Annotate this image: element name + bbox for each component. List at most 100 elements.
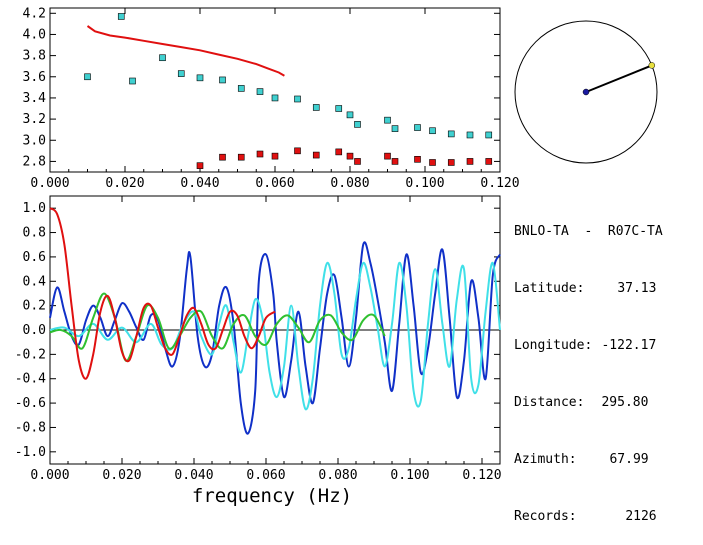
bottom-y-tick-label: 0.0 xyxy=(23,323,46,338)
red-square-point xyxy=(384,152,391,160)
bottom-x-tick-label: 0.100 xyxy=(390,468,429,483)
longitude-row: Longitude: -122.17 xyxy=(514,336,663,355)
red-square-point xyxy=(391,158,399,165)
red-square-point xyxy=(414,156,421,163)
top-x-tick-label: 0.100 xyxy=(405,176,444,191)
red-square-point xyxy=(312,151,320,159)
red-square-point xyxy=(335,148,343,156)
top-x-tick-label: 0.060 xyxy=(255,176,294,191)
red-square-point xyxy=(271,152,279,160)
correlation-panel: 0.000 0.020 0.040 0.060 0.080 0.100 0.120 1.0 0.… xyxy=(15,195,502,507)
distance-label: Distance: xyxy=(514,395,585,410)
top-y-tick-label: 4.0 xyxy=(23,27,46,42)
cyan-square-point xyxy=(391,125,399,132)
bottom-y-tick-label: 0.6 xyxy=(23,250,46,265)
bottom-y-tick-label: 1.0 xyxy=(23,201,46,216)
top-y-tick-label: 4.2 xyxy=(23,6,46,21)
records-row: Records: 2126 xyxy=(514,507,663,526)
cyan-square-point xyxy=(219,76,226,84)
bottom-x-tick-label: 0.080 xyxy=(318,468,357,483)
cyan-square-point xyxy=(312,104,320,111)
red-square-point xyxy=(485,158,493,165)
azimuth-label: Azimuth: xyxy=(514,452,577,467)
azimuth-line xyxy=(585,64,653,93)
bottom-x-tick-label: 0.000 xyxy=(30,468,69,483)
cyan-square-point xyxy=(429,127,436,135)
cyan-square-point xyxy=(237,85,245,92)
cyan-square-point xyxy=(177,70,185,77)
bottom-y-tick-label: 0.8 xyxy=(23,226,46,241)
red-square-point xyxy=(256,150,264,158)
cyan-square-point xyxy=(384,116,391,124)
bottom-x-tick-label: 0.120 xyxy=(462,468,501,483)
bottom-y-tick-label: 0.2 xyxy=(23,299,46,314)
top-y-tick-label: 3.4 xyxy=(23,91,47,106)
red-square-point xyxy=(294,147,301,155)
distance-value: 295.80 xyxy=(601,395,649,410)
red-square-point xyxy=(466,158,474,165)
azimuth-compass xyxy=(514,20,658,164)
red-square-point xyxy=(219,153,226,161)
cyan-square-point xyxy=(256,88,264,95)
cyan-square-point xyxy=(354,121,361,128)
red-series-line xyxy=(49,207,276,380)
bottom-x-tick-label: 0.020 xyxy=(102,468,141,483)
cyan-square-point xyxy=(447,130,455,138)
top-x-tick-label: 0.040 xyxy=(180,176,219,191)
cyan-square-point xyxy=(117,13,125,20)
top-y-tick-label: 2.8 xyxy=(23,154,46,169)
bottom-y-tick-label: -0.2 xyxy=(15,347,46,362)
bottom-y-tick-label: -0.4 xyxy=(15,372,46,387)
latitude-row: Latitude: 37.13 xyxy=(514,279,663,298)
longitude-value: -122.17 xyxy=(601,338,657,353)
blue-series-line xyxy=(49,241,501,435)
top-y-tick-label: 3.6 xyxy=(23,70,46,85)
x-axis-label: frequency (Hz) xyxy=(192,485,352,507)
longitude-label: Longitude: xyxy=(514,338,593,353)
bottom-y-tick-label: 0.4 xyxy=(23,274,47,289)
cyan-square-point xyxy=(129,77,136,85)
bottom-y-tick-label: -0.8 xyxy=(15,420,46,435)
cyan-square-point xyxy=(414,124,421,131)
phase-velocity-curve xyxy=(86,25,285,77)
latitude-label: Latitude: xyxy=(514,281,585,296)
records-label: Records: xyxy=(514,509,577,524)
cyan-square-point xyxy=(84,73,91,81)
top-y-tick-label: 3.0 xyxy=(23,133,46,148)
station-info: BNLO-TA - R07C-TA Latitude: 37.13 Longitu… xyxy=(514,184,663,545)
red-square-point xyxy=(196,162,204,169)
top-x-tick-label: 0.000 xyxy=(30,176,69,191)
cyan-square-point xyxy=(159,54,166,62)
top-y-tick-label: 3.8 xyxy=(23,49,46,64)
bottom-y-tick-label: -1.0 xyxy=(15,445,46,460)
red-square-point xyxy=(447,159,455,166)
cyan-square-point xyxy=(466,131,474,139)
station-origin-dot xyxy=(582,88,590,96)
azimuth-end-dot xyxy=(648,62,656,69)
cyan-square-point xyxy=(271,94,279,102)
cyan-square-point xyxy=(294,95,301,103)
compass-circle xyxy=(514,20,658,164)
top-x-tick-label: 0.020 xyxy=(105,176,144,191)
records-value: 2126 xyxy=(625,509,657,524)
red-square-point xyxy=(354,158,361,165)
azimuth-row: Azimuth: 67.99 xyxy=(514,450,663,469)
dispersion-panel: 0.000 0.020 0.040 0.060 0.080 0.100 0.120 2.8 3.… xyxy=(23,6,520,191)
station-pair-title: BNLO-TA - R07C-TA xyxy=(514,224,663,239)
latitude-value: 37.13 xyxy=(617,281,657,296)
top-x-tick-label: 0.080 xyxy=(330,176,369,191)
red-square-point xyxy=(237,153,245,161)
cyan-square-point xyxy=(485,131,493,139)
figure: 0.000 0.020 0.040 0.060 0.080 0.100 0.120 2.8 3.… xyxy=(15,6,658,507)
top-x-tick-label: 0.120 xyxy=(480,176,519,191)
distance-row: Distance: 295.80 xyxy=(514,393,663,412)
cyan-square-point xyxy=(346,111,354,119)
top-y-tick-label: 3.2 xyxy=(23,112,46,127)
cyan-square-point xyxy=(196,74,204,82)
red-square-point xyxy=(346,152,354,160)
bottom-x-tick-label: 0.040 xyxy=(174,468,213,483)
bottom-x-tick-label: 0.060 xyxy=(246,468,285,483)
bottom-y-tick-label: -0.6 xyxy=(15,396,46,411)
cyan-square-point xyxy=(335,105,343,112)
top-plot-frame xyxy=(49,7,501,173)
